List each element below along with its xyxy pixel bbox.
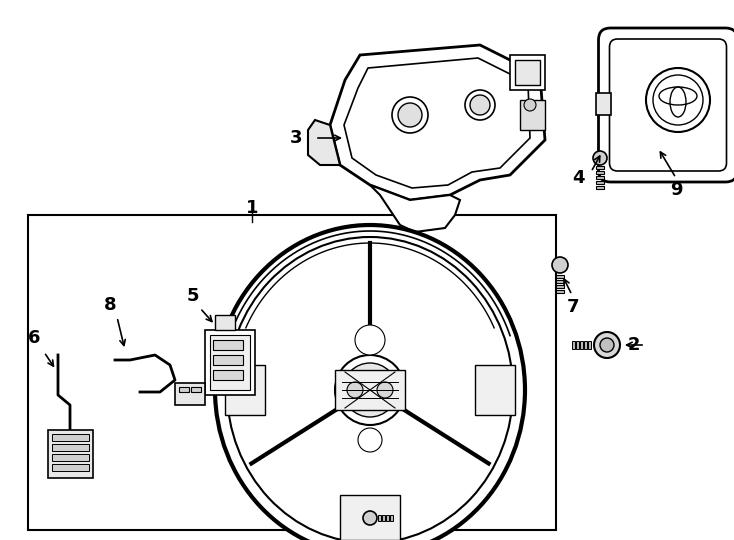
Bar [175,383,205,405]
Bar [52,434,89,441]
Text: 5: 5 [186,287,199,305]
Circle shape [653,75,703,125]
Bar [378,515,381,521]
Polygon shape [308,120,340,165]
Bar [475,365,515,415]
Circle shape [646,68,710,132]
Bar [340,495,400,540]
Circle shape [347,382,363,398]
Bar [52,464,89,471]
Bar [556,290,564,293]
Circle shape [377,382,393,398]
Bar [556,285,564,288]
Bar [213,355,243,365]
Bar [556,275,564,278]
Bar [52,444,89,451]
Bar [213,370,243,380]
Circle shape [524,99,536,111]
Bar [596,186,604,189]
Circle shape [358,428,382,452]
Text: 7: 7 [567,298,579,316]
Bar [52,454,89,461]
Polygon shape [370,185,460,232]
Circle shape [593,151,607,165]
Text: 1: 1 [246,199,258,217]
Circle shape [552,257,568,273]
Text: 6: 6 [28,329,40,347]
Bar [584,341,587,349]
Bar [510,55,545,90]
Bar [335,370,405,410]
Bar [596,181,604,184]
Bar [205,330,255,395]
Circle shape [335,355,405,425]
Circle shape [465,90,495,120]
Bar [28,215,556,530]
Circle shape [470,95,490,115]
Text: 4: 4 [572,169,584,187]
Bar [588,341,591,349]
Bar [179,387,189,392]
Bar [572,341,575,349]
Bar [520,100,545,130]
Text: 9: 9 [669,181,682,199]
Bar [48,430,93,478]
Bar [225,365,265,415]
Bar [556,280,564,283]
Bar [210,335,250,390]
Circle shape [392,97,428,133]
Bar [191,387,201,392]
Circle shape [600,338,614,352]
Circle shape [343,363,397,417]
Bar [382,515,385,521]
Ellipse shape [227,237,513,540]
Bar [213,340,243,350]
Text: 8: 8 [103,296,116,314]
Bar [580,341,583,349]
Text: 2: 2 [628,336,640,354]
FancyBboxPatch shape [609,39,727,171]
Bar [595,93,611,115]
Circle shape [594,332,620,358]
Polygon shape [330,45,545,200]
Bar [576,341,579,349]
Bar [596,171,604,174]
Circle shape [398,103,422,127]
FancyBboxPatch shape [598,28,734,182]
Text: 3: 3 [290,129,302,147]
Circle shape [355,325,385,355]
Bar [596,176,604,179]
Bar [215,315,235,330]
Circle shape [363,511,377,525]
Bar [596,166,604,169]
Bar [386,515,389,521]
Bar [515,60,540,85]
Ellipse shape [215,225,525,540]
Bar [390,515,393,521]
